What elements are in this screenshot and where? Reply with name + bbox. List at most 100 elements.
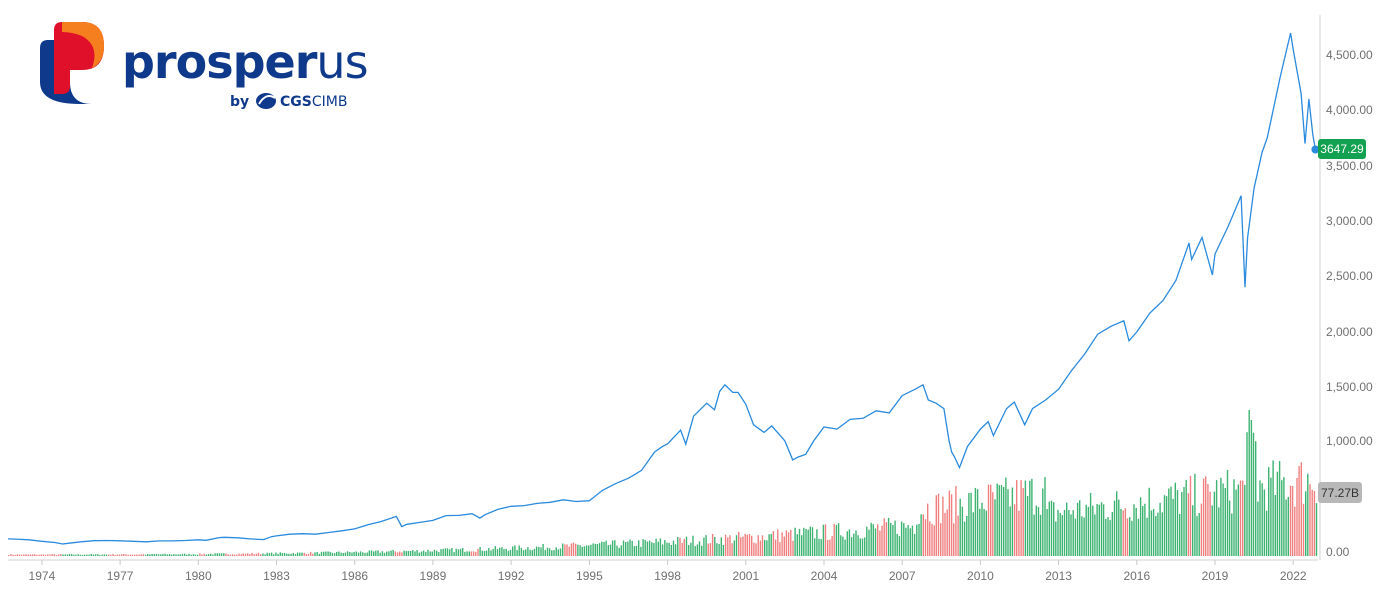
volume-bar: [1139, 497, 1142, 556]
volume-bar: [1059, 512, 1061, 556]
volume-bar: [720, 537, 722, 556]
volume-bar: [1048, 501, 1050, 556]
volume-bar: [36, 554, 38, 556]
volume-bar: [147, 553, 149, 556]
volume-bar: [281, 553, 284, 556]
volume-bar: [353, 551, 355, 556]
volume-bar: [242, 553, 244, 556]
volume-bar: [1209, 491, 1211, 556]
volume-bar: [1094, 514, 1096, 556]
time-tick-label: 1989: [420, 569, 447, 583]
volume-bar: [1009, 506, 1011, 556]
volume-bar: [770, 534, 772, 556]
volume-bar: [957, 515, 959, 556]
volume-bar: [459, 548, 462, 556]
volume-bar: [1024, 480, 1027, 556]
volume-bar: [197, 554, 199, 556]
volume-bar: [1305, 491, 1307, 556]
volume-bar: [42, 554, 45, 556]
volume-bar: [514, 545, 516, 556]
volume-bar: [1242, 480, 1244, 556]
volume-bar: [173, 554, 175, 556]
volume-bar: [1070, 514, 1072, 556]
volume-bar: [416, 550, 418, 556]
volume-bar: [607, 545, 609, 556]
volume-bar: [184, 553, 186, 556]
volume-bar: [1246, 432, 1248, 556]
volume-bar: [929, 521, 931, 556]
volume-bar: [247, 553, 249, 556]
volume-bar: [1102, 504, 1105, 556]
volume-bar: [396, 552, 399, 556]
volume-bar: [21, 554, 23, 556]
volume-bar: [1189, 475, 1192, 556]
volume-bar: [349, 552, 351, 556]
volume-bar: [944, 512, 946, 556]
volume-bar: [611, 540, 614, 556]
volume-bar: [1281, 480, 1283, 556]
volume-bar: [622, 540, 625, 556]
volume-bar: [807, 529, 809, 556]
volume-bar: [664, 540, 666, 556]
volume-bar: [1131, 520, 1133, 556]
volume-bar: [205, 554, 208, 556]
volume-bar: [853, 533, 855, 556]
volume-bar: [192, 554, 195, 556]
volume-bar: [160, 554, 162, 556]
volume-bar: [218, 553, 221, 556]
volume-bar: [542, 544, 544, 556]
volume-bar: [757, 535, 759, 556]
volume-bar: [1107, 517, 1109, 556]
volume-bar: [696, 544, 699, 556]
volume-bar: [870, 522, 872, 556]
time-tick-label: 1974: [29, 569, 56, 583]
time-axis: 1974 1977 1980 1983 1986 1989 1992 1995 1998 2001…: [8, 559, 1318, 583]
volume-bar: [655, 538, 657, 556]
volume-bar: [199, 553, 201, 556]
volume-bar: [86, 554, 88, 556]
volume-bar: [99, 555, 101, 556]
volume-bar: [814, 538, 816, 556]
volume-bar: [296, 552, 299, 556]
volume-bar: [859, 538, 861, 556]
volume-bar: [1003, 486, 1005, 556]
volume-bar: [1050, 500, 1053, 556]
volume-bar: [527, 547, 529, 556]
volume-bar: [455, 548, 457, 556]
volume-bar: [170, 554, 173, 556]
volume-bar: [916, 524, 918, 556]
volume-bar: [594, 543, 596, 556]
volume-bar: [618, 547, 620, 556]
time-tick-label: 1998: [654, 569, 681, 583]
volume-bar: [216, 553, 218, 556]
volume-bar: [112, 554, 114, 556]
volume-bar: [920, 514, 922, 556]
volume-bar: [998, 485, 1000, 556]
volume-bar: [10, 554, 12, 556]
volume-bar: [709, 543, 712, 556]
volume-bar: [557, 549, 559, 556]
volume-bar: [798, 528, 801, 556]
volume-bar: [927, 503, 929, 556]
volume-bar: [1098, 504, 1100, 556]
volume-bar: [601, 541, 603, 556]
volume-bar: [1005, 477, 1007, 556]
volume-bar: [924, 519, 927, 556]
volume-bar: [931, 523, 933, 556]
volume-bar: [257, 552, 260, 556]
volume-bar: [438, 552, 440, 556]
volume-bar: [144, 554, 147, 556]
volume-bar: [262, 553, 264, 556]
volume-bar: [1276, 471, 1279, 556]
volume-bar: [425, 551, 427, 556]
volume-bar: [1285, 499, 1287, 556]
price-tick-label: 1,500.00: [1326, 380, 1373, 394]
volume-bar: [301, 552, 303, 556]
volume-bar: [203, 553, 205, 556]
volume-bar: [966, 516, 968, 556]
time-tick-label: 1986: [341, 569, 368, 583]
time-tick-label: 1995: [576, 569, 603, 583]
volume-bar: [244, 553, 247, 556]
volume-bar: [268, 553, 271, 556]
